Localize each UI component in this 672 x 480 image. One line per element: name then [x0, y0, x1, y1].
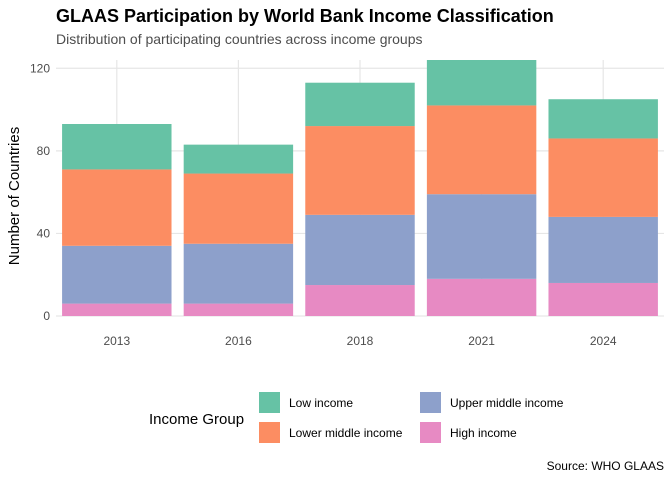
legend-label: Upper middle income — [450, 396, 564, 410]
y-tick-label: 80 — [37, 144, 51, 158]
bar-segment — [548, 216, 658, 283]
x-tick-label: 2021 — [468, 334, 495, 348]
legend-label: High income — [450, 426, 517, 440]
bar-segment — [62, 303, 172, 316]
bar-segment — [305, 82, 415, 127]
y-tick-label: 0 — [43, 309, 50, 323]
legend: Low income Lower middle income Upper middl… — [259, 392, 564, 443]
bar-segment — [305, 126, 415, 215]
legend-swatch — [420, 422, 441, 443]
bar-segment — [548, 138, 658, 217]
chart-caption: Source: WHO GLAAS — [547, 459, 664, 473]
bar-segment — [548, 282, 658, 316]
legend-swatch — [420, 392, 441, 413]
legend-title: Income Group — [149, 411, 244, 428]
bar-segment — [183, 144, 294, 174]
x-axis-ticks: 2013 2016 2018 2021 2024 — [103, 334, 616, 348]
x-tick-label: 2016 — [225, 334, 252, 348]
bar-segment — [183, 303, 294, 316]
legend-label: Lower middle income — [289, 426, 403, 440]
bar-segment — [426, 60, 537, 106]
chart-title: GLAAS Participation by World Bank Income… — [56, 6, 554, 26]
y-tick-label: 40 — [37, 226, 51, 240]
bar-segment — [62, 169, 172, 246]
bar-segment — [183, 243, 294, 304]
chart-subtitle: Distribution of participating countries … — [56, 31, 423, 47]
bar-segment — [62, 124, 172, 170]
bar-segment — [183, 173, 294, 244]
bar-segment — [426, 105, 537, 195]
legend-swatch — [259, 422, 280, 443]
legend-swatch — [259, 392, 280, 413]
bars — [62, 60, 658, 316]
x-tick-label: 2013 — [103, 334, 130, 348]
x-tick-label: 2018 — [347, 334, 374, 348]
legend-label: Low income — [289, 396, 353, 410]
x-tick-label: 2024 — [590, 334, 617, 348]
bar-segment — [305, 214, 415, 286]
y-axis-title: Number of Countries — [6, 127, 23, 265]
bar-segment — [62, 245, 172, 304]
bar-segment — [548, 99, 658, 139]
y-axis-ticks: 0 40 80 120 — [30, 61, 50, 323]
y-tick-label: 120 — [30, 61, 50, 75]
bar-segment — [305, 285, 415, 316]
bar-segment — [426, 194, 537, 279]
bar-segment — [426, 278, 537, 316]
